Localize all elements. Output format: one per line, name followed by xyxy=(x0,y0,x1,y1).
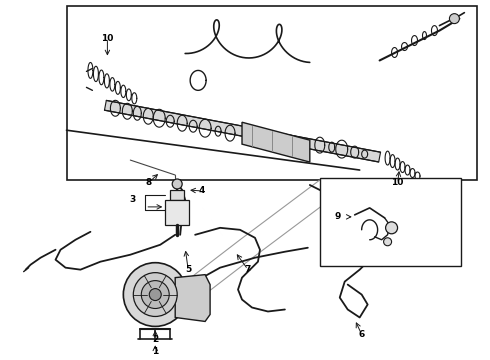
Circle shape xyxy=(449,14,460,24)
Text: 5: 5 xyxy=(185,265,191,274)
Polygon shape xyxy=(242,122,310,162)
Text: 1: 1 xyxy=(152,347,158,356)
Circle shape xyxy=(141,280,169,309)
Bar xyxy=(320,178,462,266)
Text: 8: 8 xyxy=(145,179,151,188)
Polygon shape xyxy=(104,100,381,162)
Text: 3: 3 xyxy=(129,195,135,204)
Text: 10: 10 xyxy=(101,34,114,43)
Circle shape xyxy=(123,263,187,327)
Circle shape xyxy=(133,273,177,316)
Circle shape xyxy=(384,238,392,246)
Bar xyxy=(170,190,184,200)
Text: 4: 4 xyxy=(199,186,205,195)
Text: 6: 6 xyxy=(359,330,365,339)
Circle shape xyxy=(172,179,182,189)
Bar xyxy=(67,6,477,180)
Text: 2: 2 xyxy=(152,335,158,344)
Polygon shape xyxy=(175,275,210,321)
Text: 9: 9 xyxy=(335,212,341,221)
Circle shape xyxy=(149,289,161,301)
Text: 10: 10 xyxy=(392,179,404,188)
Circle shape xyxy=(386,222,397,234)
Text: 7: 7 xyxy=(245,265,251,274)
Polygon shape xyxy=(165,200,189,225)
